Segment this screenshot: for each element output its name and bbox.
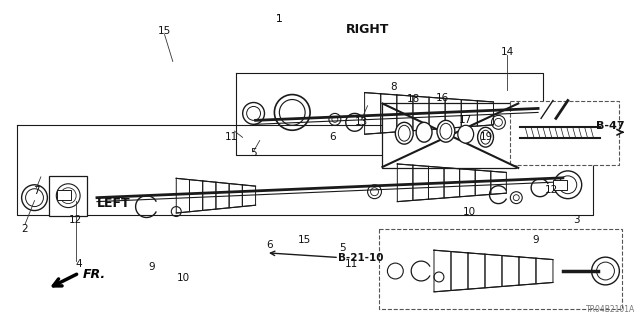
Text: B-47: B-47 xyxy=(596,121,625,131)
Text: 5: 5 xyxy=(339,243,346,253)
Ellipse shape xyxy=(398,125,410,141)
Text: 14: 14 xyxy=(500,47,514,57)
Text: TR04B2101A: TR04B2101A xyxy=(586,305,636,314)
Text: 12: 12 xyxy=(69,215,83,225)
Text: 6: 6 xyxy=(266,240,273,250)
Ellipse shape xyxy=(481,130,490,144)
Text: 9: 9 xyxy=(532,235,539,245)
Text: 10: 10 xyxy=(463,207,476,217)
Text: 13: 13 xyxy=(355,116,368,127)
Text: 5: 5 xyxy=(250,148,257,158)
Ellipse shape xyxy=(477,127,493,147)
Text: 17: 17 xyxy=(460,115,472,125)
Text: 18: 18 xyxy=(406,94,420,104)
Text: 19: 19 xyxy=(479,132,493,142)
Bar xyxy=(58,190,71,200)
Text: B-21-10: B-21-10 xyxy=(339,253,384,263)
Text: 2: 2 xyxy=(22,224,28,234)
Ellipse shape xyxy=(440,123,452,139)
Text: 4: 4 xyxy=(76,259,82,269)
Text: 16: 16 xyxy=(436,93,449,103)
Text: 1: 1 xyxy=(275,14,282,24)
Text: 11: 11 xyxy=(345,259,358,269)
Bar xyxy=(553,180,567,190)
Text: 3: 3 xyxy=(573,215,580,225)
Bar xyxy=(383,103,516,168)
Text: 15: 15 xyxy=(298,235,311,245)
Bar xyxy=(380,229,622,309)
Text: 11: 11 xyxy=(225,132,238,142)
Text: 9: 9 xyxy=(148,262,155,272)
Text: 6: 6 xyxy=(330,132,336,142)
Text: 8: 8 xyxy=(390,82,397,92)
Bar xyxy=(510,100,620,165)
Ellipse shape xyxy=(416,122,432,142)
Text: 7: 7 xyxy=(33,186,40,196)
Bar xyxy=(49,176,87,216)
Ellipse shape xyxy=(437,120,455,142)
Ellipse shape xyxy=(396,122,413,144)
Text: LEFT: LEFT xyxy=(97,197,131,210)
Ellipse shape xyxy=(458,125,474,143)
Text: 10: 10 xyxy=(177,273,190,283)
Text: FR.: FR. xyxy=(83,269,106,281)
Text: RIGHT: RIGHT xyxy=(346,23,389,36)
Text: 15: 15 xyxy=(158,26,171,36)
Text: 1: 1 xyxy=(275,14,282,24)
Text: 12: 12 xyxy=(545,184,558,195)
